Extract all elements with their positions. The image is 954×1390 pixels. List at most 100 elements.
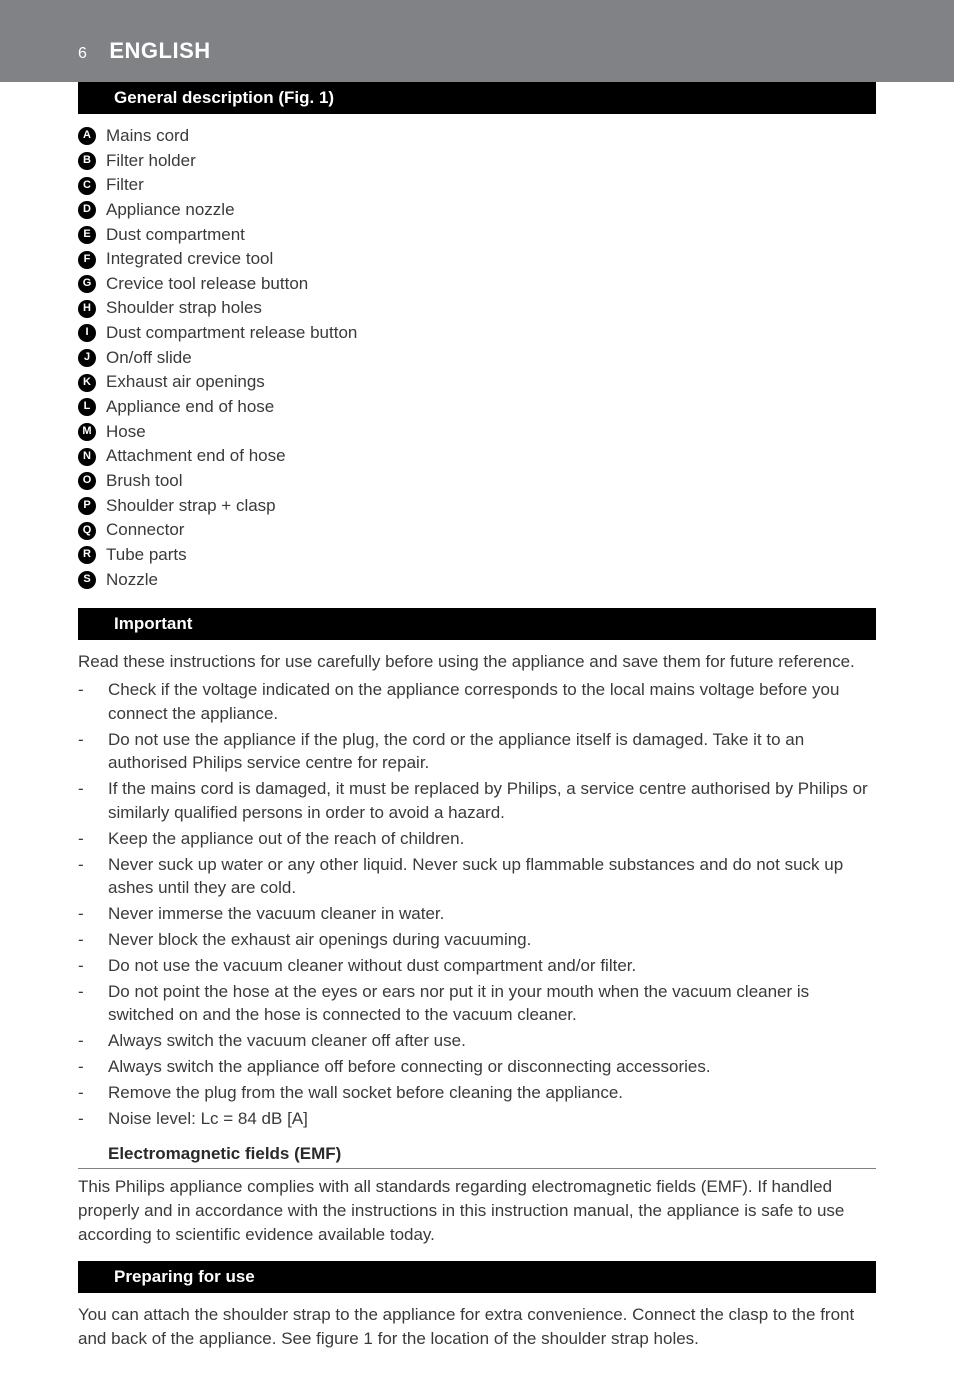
- letter-bullet-icon: D: [78, 201, 96, 219]
- parts-list-item: M Hose: [78, 420, 876, 445]
- important-list-item-text: Always switch the appliance off before c…: [108, 1055, 711, 1079]
- parts-list-item-text: Appliance end of hose: [106, 395, 274, 420]
- important-list-item: -Remove the plug from the wall socket be…: [78, 1081, 876, 1105]
- dash-bullet-icon: -: [78, 928, 108, 952]
- parts-list-item-text: Integrated crevice tool: [106, 247, 273, 272]
- important-list-item-text: Remove the plug from the wall socket bef…: [108, 1081, 623, 1105]
- letter-bullet-icon: C: [78, 177, 96, 195]
- dash-bullet-icon: -: [78, 728, 108, 776]
- parts-list-item-text: Shoulder strap + clasp: [106, 494, 276, 519]
- letter-bullet-icon: K: [78, 374, 96, 392]
- parts-list-item-text: On/off slide: [106, 346, 192, 371]
- letter-bullet-icon: F: [78, 251, 96, 269]
- dash-bullet-icon: -: [78, 777, 108, 825]
- important-list-item-text: Do not use the appliance if the plug, th…: [108, 728, 876, 776]
- important-intro: Read these instructions for use carefull…: [78, 650, 876, 674]
- letter-bullet-icon: O: [78, 472, 96, 490]
- letter-bullet-icon: I: [78, 324, 96, 342]
- parts-list-item-text: Appliance nozzle: [106, 198, 235, 223]
- important-list-item: -Noise level: Lc = 84 dB [A]: [78, 1107, 876, 1131]
- dash-bullet-icon: -: [78, 902, 108, 926]
- emf-divider: [78, 1168, 876, 1169]
- important-list-item: -Never immerse the vacuum cleaner in wat…: [78, 902, 876, 926]
- letter-bullet-icon: M: [78, 423, 96, 441]
- preparing-body: You can attach the shoulder strap to the…: [78, 1303, 876, 1351]
- dash-bullet-icon: -: [78, 1081, 108, 1105]
- letter-bullet-icon: B: [78, 152, 96, 170]
- parts-list-item: LAppliance end of hose: [78, 395, 876, 420]
- letter-bullet-icon: N: [78, 448, 96, 466]
- parts-list-item: C Filter: [78, 173, 876, 198]
- important-list-item-text: Do not use the vacuum cleaner without du…: [108, 954, 636, 978]
- dash-bullet-icon: -: [78, 827, 108, 851]
- language-title: ENGLISH: [109, 38, 210, 63]
- parts-list-item: P Shoulder strap + clasp: [78, 494, 876, 519]
- emf-subheading: Electromagnetic fields (EMF): [78, 1144, 876, 1164]
- parts-list-item: S Nozzle: [78, 568, 876, 593]
- important-list-item-text: Never immerse the vacuum cleaner in wate…: [108, 902, 444, 926]
- important-list-item-text: Keep the appliance out of the reach of c…: [108, 827, 464, 851]
- letter-bullet-icon: E: [78, 226, 96, 244]
- important-list-item: -Do not point the hose at the eyes or ea…: [78, 980, 876, 1028]
- parts-list-item: D Appliance nozzle: [78, 198, 876, 223]
- dash-bullet-icon: -: [78, 954, 108, 978]
- parts-list-item: Q Connector: [78, 518, 876, 543]
- parts-list-item: HShoulder strap holes: [78, 296, 876, 321]
- dash-bullet-icon: -: [78, 678, 108, 726]
- parts-list-item-text: Filter: [106, 173, 144, 198]
- parts-list-item-text: Brush tool: [106, 469, 183, 494]
- page-content: General description (Fig. 1) A Mains cord…: [0, 82, 954, 1390]
- parts-list-item-text: Exhaust air openings: [106, 370, 265, 395]
- important-list-item: -Never block the exhaust air openings du…: [78, 928, 876, 952]
- parts-list-item-text: Mains cord: [106, 124, 189, 149]
- parts-list-item: E Dust compartment: [78, 223, 876, 248]
- parts-list-item: I Dust compartment release button: [78, 321, 876, 346]
- important-list-item: -Always switch the appliance off before …: [78, 1055, 876, 1079]
- parts-list-item-text: Connector: [106, 518, 184, 543]
- dash-bullet-icon: -: [78, 1107, 108, 1131]
- letter-bullet-icon: J: [78, 349, 96, 367]
- dash-bullet-icon: -: [78, 853, 108, 901]
- parts-list-item-text: Dust compartment release button: [106, 321, 357, 346]
- letter-bullet-icon: S: [78, 571, 96, 589]
- letter-bullet-icon: G: [78, 275, 96, 293]
- important-list-item-text: Check if the voltage indicated on the ap…: [108, 678, 876, 726]
- important-list-item: -Never suck up water or any other liquid…: [78, 853, 876, 901]
- important-list-item: -Keep the appliance out of the reach of …: [78, 827, 876, 851]
- parts-list-item-text: Hose: [106, 420, 146, 445]
- dash-bullet-icon: -: [78, 1055, 108, 1079]
- parts-list-item-text: Crevice tool release button: [106, 272, 308, 297]
- letter-bullet-icon: P: [78, 497, 96, 515]
- parts-list-item: K Exhaust air openings: [78, 370, 876, 395]
- dash-bullet-icon: -: [78, 1029, 108, 1053]
- important-list-item: -Always switch the vacuum cleaner off af…: [78, 1029, 876, 1053]
- parts-list-item-text: Nozzle: [106, 568, 158, 593]
- parts-list-item-text: Shoulder strap holes: [106, 296, 262, 321]
- parts-list-item: R Tube parts: [78, 543, 876, 568]
- letter-bullet-icon: R: [78, 546, 96, 564]
- letter-bullet-icon: Q: [78, 522, 96, 540]
- parts-list-item: J On/off slide: [78, 346, 876, 371]
- important-list-item: -Check if the voltage indicated on the a…: [78, 678, 876, 726]
- letter-bullet-icon: A: [78, 127, 96, 145]
- emf-body: This Philips appliance complies with all…: [78, 1175, 876, 1246]
- important-list-item-text: Do not point the hose at the eyes or ear…: [108, 980, 876, 1028]
- parts-list: A Mains cord B Filter holder C Filter D Applian…: [78, 124, 876, 592]
- parts-list-item-text: Attachment end of hose: [106, 444, 286, 469]
- parts-list-item: F Integrated crevice tool: [78, 247, 876, 272]
- parts-list-item-text: Filter holder: [106, 149, 196, 174]
- important-list-item: -If the mains cord is damaged, it must b…: [78, 777, 876, 825]
- important-list-item-text: Noise level: Lc = 84 dB [A]: [108, 1107, 308, 1131]
- parts-list-item-text: Tube parts: [106, 543, 187, 568]
- important-list-item-text: Never block the exhaust air openings dur…: [108, 928, 531, 952]
- section-preparing-heading: Preparing for use: [78, 1261, 876, 1293]
- section-general-description-heading: General description (Fig. 1): [78, 82, 876, 114]
- section-important-heading: Important: [78, 608, 876, 640]
- important-list-item-text: Always switch the vacuum cleaner off aft…: [108, 1029, 466, 1053]
- important-bullet-list: -Check if the voltage indicated on the a…: [78, 678, 876, 1130]
- dash-bullet-icon: -: [78, 980, 108, 1028]
- important-list-item: -Do not use the vacuum cleaner without d…: [78, 954, 876, 978]
- important-list-item-text: If the mains cord is damaged, it must be…: [108, 777, 876, 825]
- header-band: 6 ENGLISH: [0, 0, 954, 82]
- parts-list-item-text: Dust compartment: [106, 223, 245, 248]
